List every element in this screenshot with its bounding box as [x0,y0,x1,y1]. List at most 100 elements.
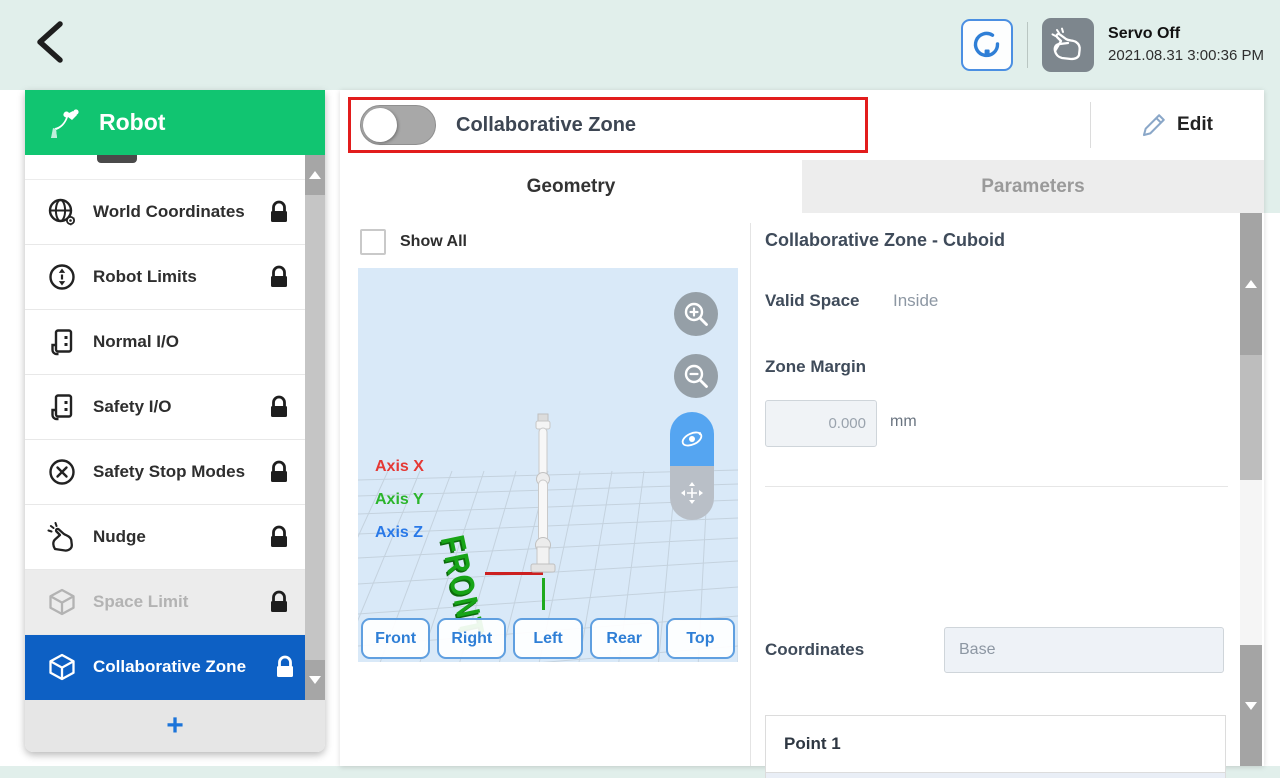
header-divider [1090,102,1091,148]
show-all-checkbox[interactable] [360,229,386,255]
rotate-view-button[interactable] [670,412,714,466]
sidebar-item-space-limit[interactable]: Space Limit [25,570,305,635]
zone-margin-label: Zone Margin [765,357,867,376]
io-icon [51,329,73,356]
pan-view-button[interactable] [670,466,714,520]
triangle-down-icon [1245,701,1257,710]
back-button[interactable] [28,18,72,66]
sidebar-item-collaborative-zone[interactable]: Collaborative Zone [25,635,305,700]
sidebar-item-label: Safety Stop Modes [93,462,246,481]
world-coordinates-icon [48,198,75,226]
viewer-3d[interactable]: Axis X Axis Y Axis Z FRONT [358,268,738,662]
lock-icon [277,655,293,677]
tab-bar: Geometry Parameters [340,160,1264,213]
triangle-down-icon [309,676,321,684]
axis-z-label: Axis Z [375,524,424,541]
sidebar-item-label: Safety I/O [93,397,172,416]
zone-header: Collaborative Zone Edit [340,90,1264,160]
sidebar-item-world-coordinates[interactable]: World Coordinates [25,180,305,245]
cube-icon [49,653,75,681]
view-right-button[interactable]: Right [437,618,507,659]
triangle-up-icon [309,171,321,179]
point-1-title: Point 1 [766,716,1225,773]
view-left-button[interactable]: Left [513,618,583,659]
highlight-red-box [348,97,868,153]
sidebar-item-safety-stop-modes[interactable]: Safety Stop Modes [25,440,305,505]
hand-icon [1051,27,1081,61]
zone-margin-unit: mm [890,413,917,430]
cube-icon [49,588,75,616]
sidebar-list: World Coordinates Robot Limits [25,180,305,700]
toggle-knob [363,108,397,142]
zoom-in-button[interactable] [674,292,718,336]
top-bar: Servo Off 2021.08.31 3:00:36 PM [0,0,1280,90]
axis-x-label: Axis X [375,458,424,475]
show-all-label: Show All [400,233,467,250]
pan-arrows-icon [681,482,703,504]
scrollbar-thumb[interactable] [1240,355,1262,480]
sidebar-item-nudge[interactable]: Nudge [25,505,305,570]
magnifier-minus-icon [684,364,708,388]
sidebar-partial-item [25,155,305,180]
scroll-up-button[interactable] [305,155,325,195]
nudge-hand-icon [47,522,73,552]
scroll-down-button[interactable] [1240,645,1262,766]
lock-icon [271,395,287,417]
main-panel: Collaborative Zone Edit Geometry Paramet… [340,90,1264,778]
manual-mode-button[interactable] [1042,18,1095,72]
point-1-box: Point 1 X 0.000 mm Y 34.500 mm Z 14 [765,715,1226,778]
zone-margin-input[interactable]: 0.000 [765,400,877,447]
pencil-icon [1142,114,1165,137]
zoom-out-button[interactable] [674,354,718,398]
column-divider [750,223,751,766]
sidebar-item-label: Space Limit [93,592,189,611]
axis-legend: Axis X Axis Y Axis Z [375,458,424,557]
axis-y-label: Axis Y [375,491,424,508]
sidebar-item-label: Normal I/O [93,332,179,351]
lock-icon [271,265,287,287]
scroll-up-button[interactable] [1240,213,1262,355]
magnifier-plus-icon [684,302,708,326]
coordinates-label: Coordinates [765,640,865,659]
collaborative-zone-toggle[interactable] [360,105,436,145]
add-item-button[interactable]: + [25,700,325,752]
timestamp: 2021.08.31 3:00:36 PM [1108,47,1264,65]
view-rear-button[interactable]: Rear [589,618,659,659]
tab-geometry[interactable]: Geometry [340,160,802,213]
sidebar-item-safety-io[interactable]: Safety I/O [25,375,305,440]
robot-model [530,413,556,573]
sidebar-item-label: World Coordinates [93,202,245,221]
robot-limits-icon [49,264,75,290]
coordinates-select[interactable]: Base [944,627,1224,673]
parameters-scrollbar[interactable] [1240,213,1262,766]
zone-parameters-section: Collaborative Zone - Cuboid Valid Space … [765,213,1240,778]
view-top-button[interactable]: Top [665,618,736,659]
edit-label: Edit [1177,114,1213,135]
topbar-divider [1027,22,1029,68]
safety-stop-icon [49,459,75,485]
valid-space-value: Inside [893,291,939,310]
servo-status: Servo Off [1108,25,1181,43]
robot-arm-icon [51,108,79,138]
sidebar-item-normal-io[interactable]: Normal I/O [25,310,305,375]
valid-space-label: Valid Space [765,291,860,310]
sidebar-item-label: Robot Limits [93,267,197,286]
scroll-down-button[interactable] [305,660,325,700]
tab-parameters[interactable]: Parameters [802,160,1264,213]
sidebar-header: Robot [25,90,325,155]
plus-icon: + [166,709,184,742]
chevron-left-icon [37,21,63,63]
lock-icon [271,460,287,482]
lock-icon [271,525,287,547]
sidebar-scrollbar[interactable] [305,155,325,700]
triangle-up-icon [1245,280,1257,288]
partial-icon-fragment [97,155,137,163]
edit-button[interactable]: Edit [1090,90,1264,160]
view-front-button[interactable]: Front [361,618,431,659]
scrollbar-track[interactable] [1240,480,1262,645]
lock-icon [271,200,287,222]
sidebar-item-robot-limits[interactable]: Robot Limits [25,245,305,310]
sidebar-item-label: Nudge [93,527,146,546]
gripper-tool-button[interactable] [961,19,1014,71]
geometry-section: Show All Axis X Axis Y Axis Z [340,213,750,766]
